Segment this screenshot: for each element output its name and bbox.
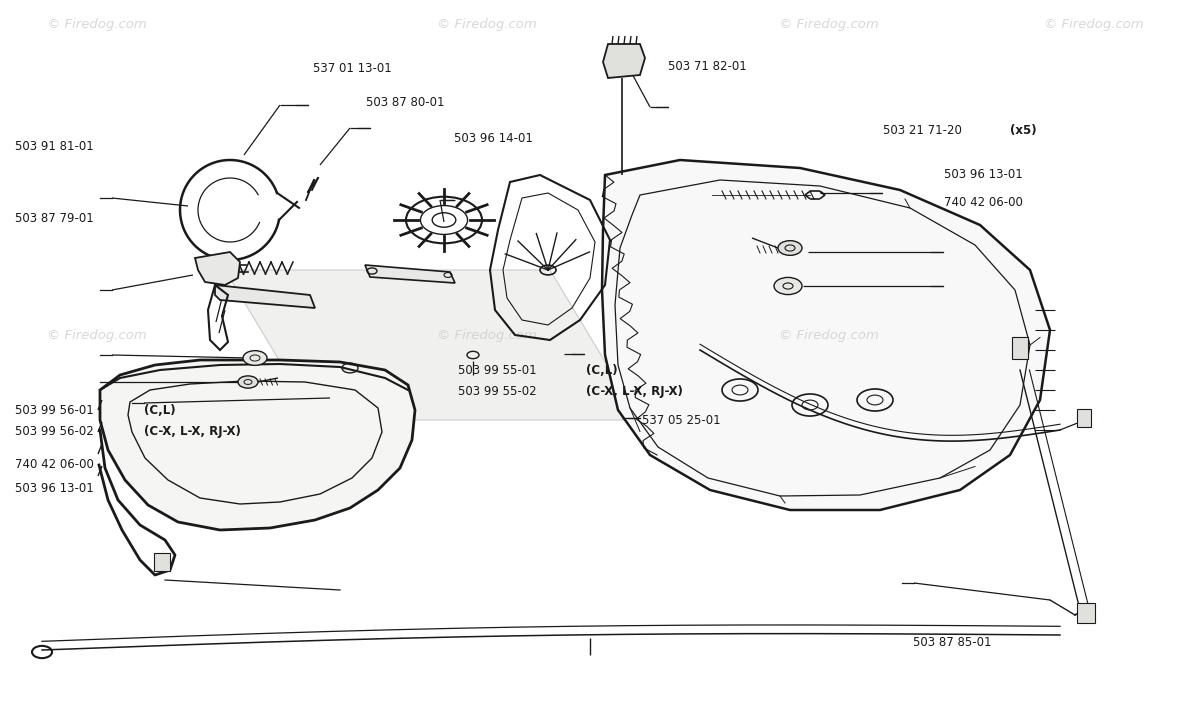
Text: 503 96 13-01: 503 96 13-01 <box>15 482 94 495</box>
Text: 503 87 79-01: 503 87 79-01 <box>15 212 94 225</box>
Text: 503 87 85-01: 503 87 85-01 <box>913 636 992 649</box>
FancyBboxPatch shape <box>1077 603 1095 623</box>
Polygon shape <box>100 360 415 530</box>
Text: 503 91 81-01: 503 91 81-01 <box>15 140 94 153</box>
Polygon shape <box>225 270 640 420</box>
Text: 503 96 14-01: 503 96 14-01 <box>454 132 533 145</box>
Text: (C,L): (C,L) <box>586 364 618 377</box>
Text: 537 01 13-01: 537 01 13-01 <box>313 62 392 75</box>
Text: (C-X, L-X, RJ-X): (C-X, L-X, RJ-X) <box>586 385 683 398</box>
Text: © Firedog.com: © Firedog.com <box>779 18 879 31</box>
Text: (C-X, L-X, RJ-X): (C-X, L-X, RJ-X) <box>144 425 241 438</box>
Text: 503 99 55-02: 503 99 55-02 <box>458 385 537 398</box>
Text: © Firedog.com: © Firedog.com <box>437 18 537 31</box>
Text: 503 99 55-01: 503 99 55-01 <box>458 364 537 377</box>
Polygon shape <box>195 252 240 285</box>
Text: 740 42 06-00: 740 42 06-00 <box>944 196 1023 209</box>
Polygon shape <box>603 44 645 78</box>
Text: 503 71 82-01: 503 71 82-01 <box>668 60 747 73</box>
Circle shape <box>243 351 267 365</box>
Circle shape <box>778 241 802 255</box>
Polygon shape <box>602 160 1050 510</box>
Text: 503 99 56-01: 503 99 56-01 <box>15 404 94 417</box>
Text: 503 96 13-01: 503 96 13-01 <box>944 168 1023 181</box>
FancyBboxPatch shape <box>153 553 170 570</box>
Polygon shape <box>215 285 315 308</box>
Text: 740 42 06-00: 740 42 06-00 <box>15 458 94 471</box>
Text: © Firedog.com: © Firedog.com <box>437 329 537 342</box>
FancyBboxPatch shape <box>1077 409 1092 427</box>
Polygon shape <box>365 265 455 283</box>
Text: (x5): (x5) <box>1010 124 1037 137</box>
Text: © Firedog.com: © Firedog.com <box>1044 18 1145 31</box>
Text: © Firedog.com: © Firedog.com <box>47 329 148 342</box>
Circle shape <box>774 278 802 294</box>
Text: © Firedog.com: © Firedog.com <box>779 329 879 342</box>
Text: © Firedog.com: © Firedog.com <box>47 18 148 31</box>
FancyBboxPatch shape <box>1011 337 1028 359</box>
Text: 503 87 80-01: 503 87 80-01 <box>366 96 445 109</box>
Text: 503 21 71-20: 503 21 71-20 <box>883 124 962 137</box>
Text: (C,L): (C,L) <box>144 404 176 417</box>
Circle shape <box>238 376 258 388</box>
Text: 537 05 25-01: 537 05 25-01 <box>642 414 721 427</box>
Text: 503 99 56-02: 503 99 56-02 <box>15 425 94 438</box>
